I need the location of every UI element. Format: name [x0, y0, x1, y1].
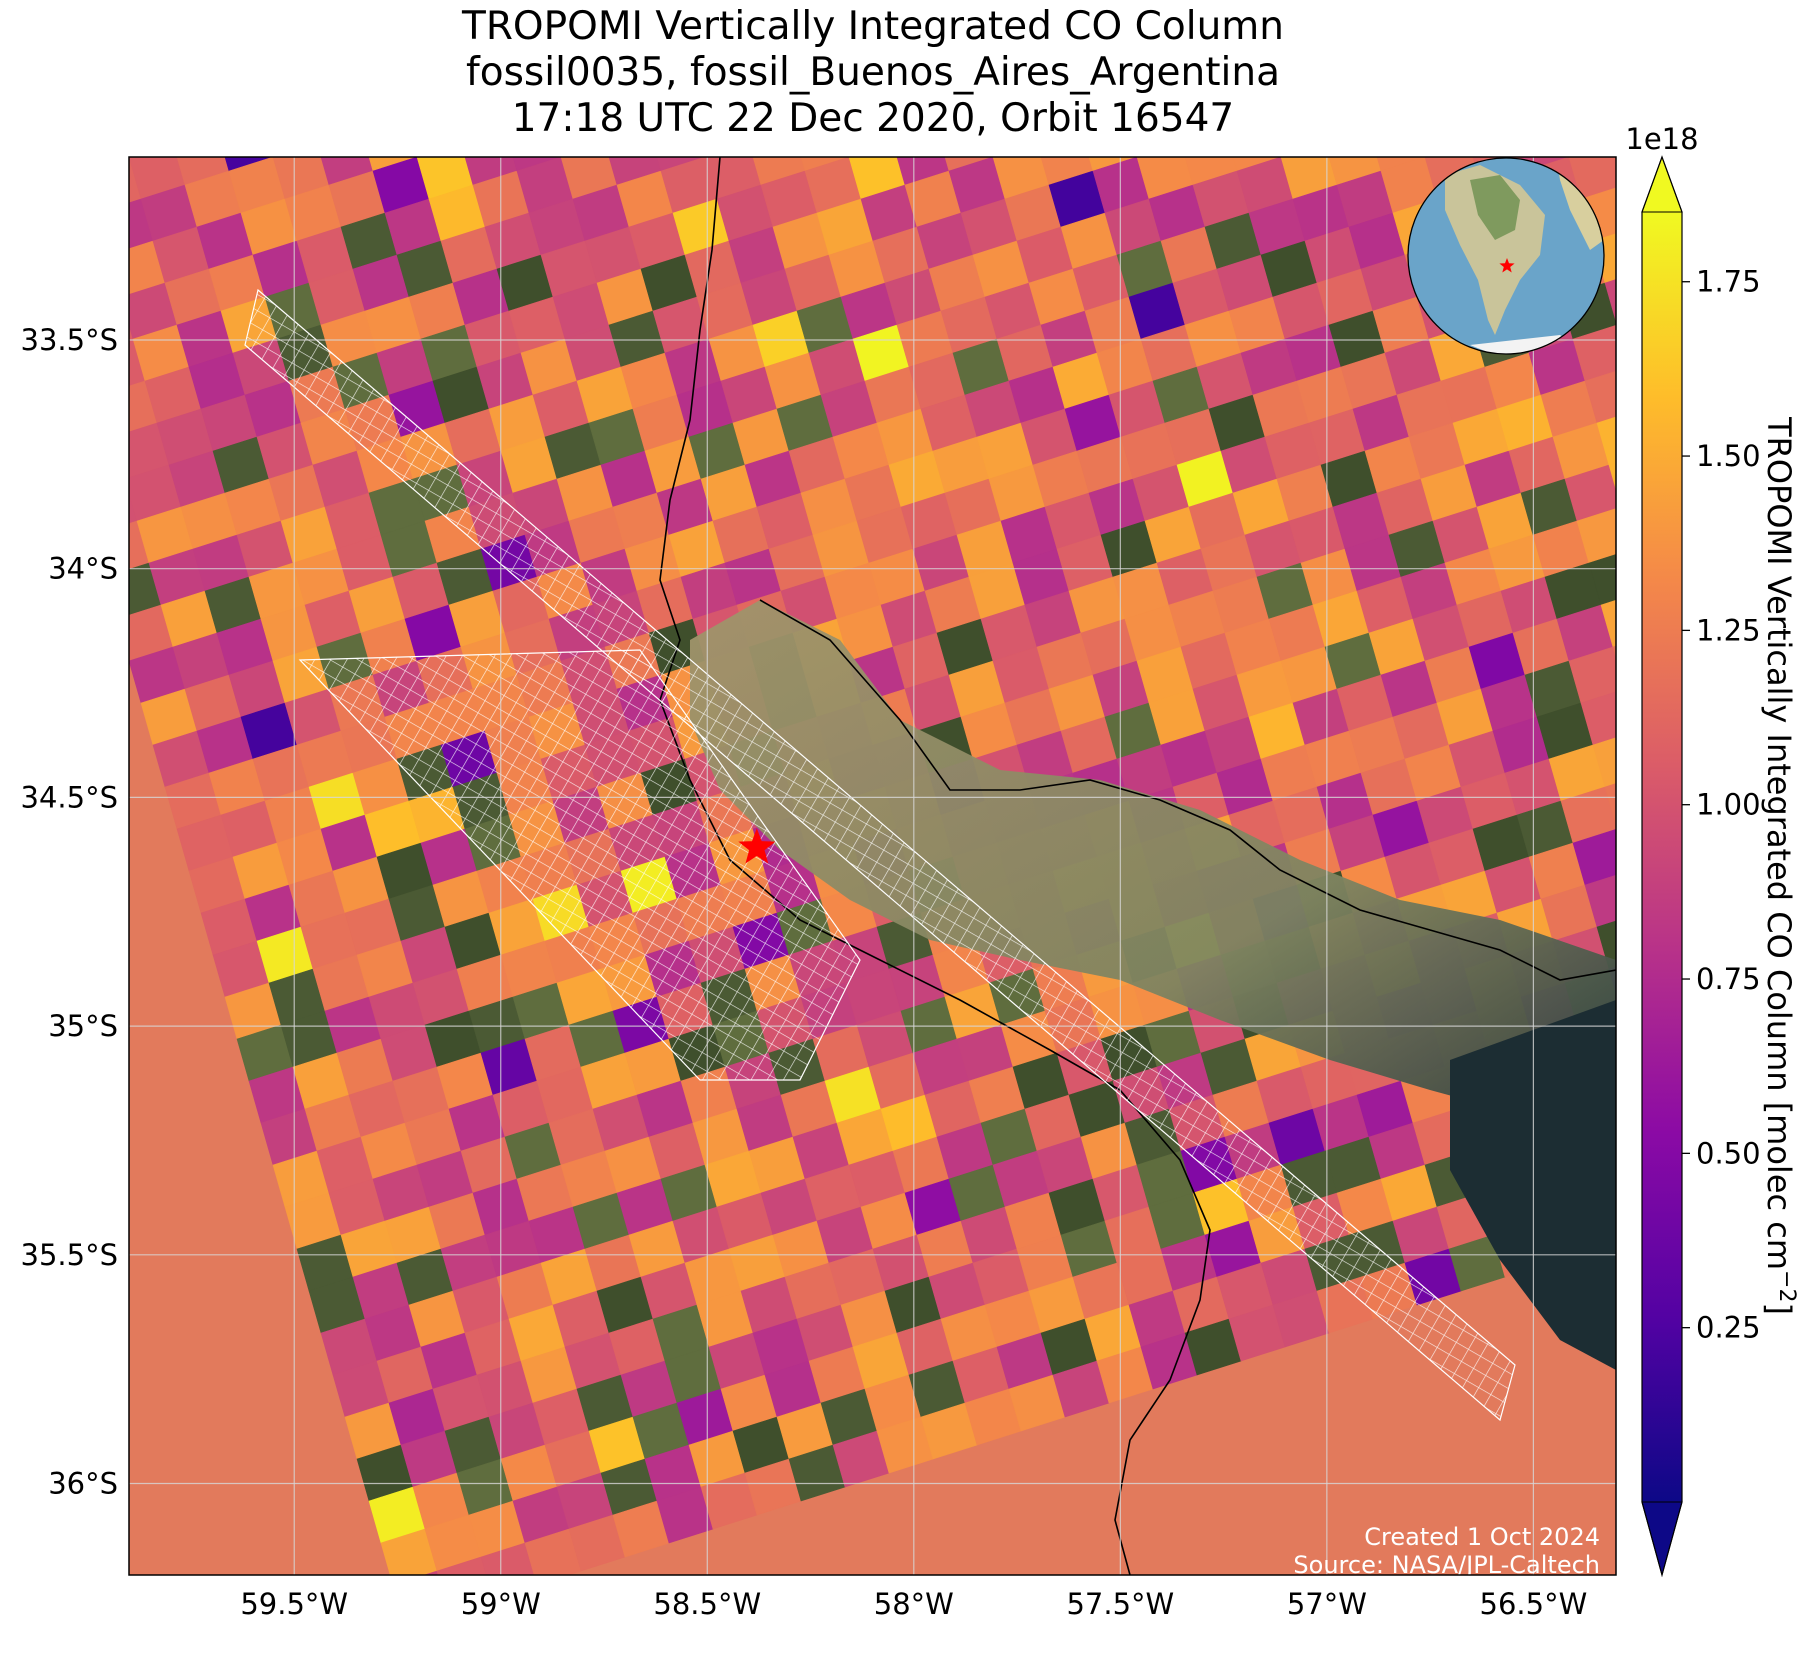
colorbar-label: TROPOMI Vertically Integrated CO Column … [1760, 416, 1799, 1315]
colorbar-body [1642, 212, 1682, 1502]
x-tick-label: 58.5°W [653, 1587, 761, 1621]
x-tick-label: 58°W [874, 1587, 954, 1621]
uruguay-coast [759, 599, 1616, 981]
title-line-3: 17:18 UTC 22 Dec 2020, Orbit 16547 [511, 96, 1235, 141]
chart-title: TROPOMI Vertically Integrated CO Column … [128, 4, 1618, 142]
y-axis-ticks: 33.5°S 34°S 34.5°S 35°S 35.5°S 36°S [21, 323, 118, 1501]
globe-star-icon [1499, 258, 1515, 273]
estuary-water [690, 600, 1616, 1160]
x-tick-label: 59.5°W [240, 1587, 348, 1621]
colorbar-scale-label: 1e18 [1625, 122, 1698, 156]
co-pixel-layer [129, 157, 1616, 1575]
colorbar-tick-label: 1.25 [1696, 613, 1761, 647]
credit-source: Source: NASA/JPL-Caltech [1293, 1551, 1600, 1579]
sounding-swath-lower [298, 649, 861, 1081]
x-tick-label: 59°W [461, 1587, 541, 1621]
colorbar-tick-label: 0.50 [1696, 1136, 1761, 1170]
sounding-swath-upper [244, 288, 1516, 1422]
credit-created: Created 1 Oct 2024 [1364, 1523, 1600, 1551]
colorbar-extend-min [1641, 1501, 1683, 1577]
map-panel: Created 1 Oct 2024 Source: NASA/JPL-Calt… [129, 157, 1616, 1579]
title-line-2: fossil0035, fossil_Buenos_Aires_Argentin… [466, 50, 1280, 95]
y-tick-label: 33.5°S [21, 323, 118, 357]
colorbar: 0.25 0.50 0.75 1.00 1.25 1.50 1.75 1e18 TROPOM… [1625, 122, 1799, 1578]
colorbar-tick-label: 0.25 [1696, 1311, 1761, 1345]
x-tick-label: 56.5°W [1480, 1587, 1588, 1621]
y-tick-label: 34°S [48, 552, 118, 586]
y-tick-label: 34.5°S [21, 780, 118, 814]
site-marker [738, 828, 776, 864]
y-tick-label: 35.5°S [21, 1238, 118, 1272]
x-tick-label: 57°W [1287, 1587, 1367, 1621]
colorbar-extend-max [1641, 155, 1683, 213]
star-icon [738, 828, 776, 864]
title-line-1: TROPOMI Vertically Integrated CO Column [462, 4, 1284, 49]
y-tick-label: 36°S [48, 1467, 118, 1501]
colorbar-tick-label: 1.75 [1696, 265, 1761, 299]
y-tick-label: 35°S [48, 1009, 118, 1043]
colorbar-ticks: 0.25 0.50 0.75 1.00 1.25 1.50 1.75 [1682, 265, 1761, 1345]
colorbar-tick-label: 1.50 [1696, 439, 1761, 473]
gridlines [129, 157, 1616, 1575]
map-frame [128, 156, 1617, 1576]
x-axis-ticks: 59.5°W 59°W 58.5°W 58°W 57.5°W 57°W 56.5°W [240, 1587, 1587, 1621]
x-tick-label: 57.5°W [1066, 1587, 1174, 1621]
colorbar-tick-label: 0.75 [1696, 962, 1761, 996]
colorbar-tick-label: 1.00 [1696, 788, 1761, 822]
